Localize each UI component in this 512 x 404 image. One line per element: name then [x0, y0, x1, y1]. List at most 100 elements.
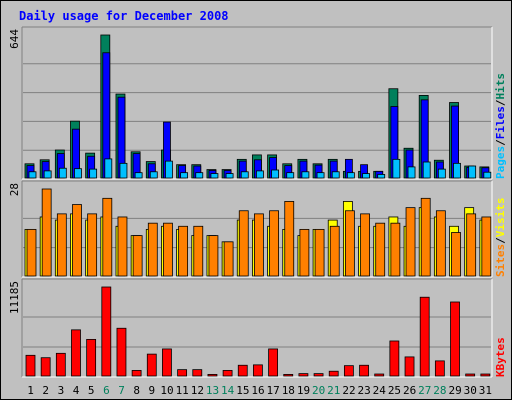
x-tick-label-14: 14	[221, 384, 235, 397]
bar-pages-22	[346, 172, 355, 179]
x-tick-label-26: 26	[403, 384, 416, 397]
bar-kbytes-9	[146, 353, 157, 377]
bar-kbytes-22	[343, 365, 354, 377]
legend-pages: Pages	[494, 146, 507, 179]
x-tick-label-21: 21	[327, 384, 340, 397]
bar-pages-10	[165, 160, 173, 179]
bar-pages-30	[468, 165, 477, 179]
bar-sites-13	[208, 235, 219, 277]
bar-sites-25	[390, 222, 401, 277]
bar-sites-30	[466, 213, 477, 277]
bar-kbytes-1	[25, 354, 36, 377]
bar-kbytes-4	[71, 329, 81, 377]
legend-separator: /	[494, 139, 507, 146]
bar-pages-11	[180, 172, 189, 179]
bar-pages-18	[286, 172, 295, 179]
x-tick-label-18: 18	[282, 384, 295, 397]
bar-kbytes-27	[419, 296, 430, 377]
bar-sites-21	[329, 225, 340, 277]
bar-sites-29	[451, 232, 461, 277]
x-tick-label-2: 2	[42, 384, 49, 397]
x-tick-label-28: 28	[433, 384, 446, 397]
bar-pages-14	[225, 173, 234, 179]
bar-pages-29	[453, 162, 461, 179]
bar-pages-23	[362, 173, 370, 179]
x-tick-label-7: 7	[118, 384, 125, 397]
bar-pages-21	[331, 171, 340, 179]
x-tick-label-24: 24	[373, 384, 387, 397]
bar-kbytes-28	[434, 360, 445, 377]
bar-sites-15	[238, 210, 249, 277]
bar-pages-4	[74, 168, 82, 179]
bar-kbytes-31	[480, 373, 491, 377]
legend-separator: /	[494, 237, 507, 244]
bar-sites-7	[117, 216, 128, 277]
x-tick-label-13: 13	[206, 384, 219, 397]
bar-kbytes-21	[328, 370, 339, 377]
x-tick-label-30: 30	[464, 384, 477, 397]
bar-kbytes-14	[222, 370, 233, 377]
bar-sites-2	[41, 188, 52, 277]
bar-kbytes-8	[131, 370, 142, 377]
bar-pages-17	[271, 169, 279, 179]
bar-pages-12	[195, 172, 204, 179]
bar-sites-14	[223, 241, 234, 277]
bar-sites-4	[72, 204, 82, 277]
bar-kbytes-19	[298, 373, 309, 377]
bar-pages-3	[58, 167, 67, 179]
bar-kbytes-29	[450, 301, 460, 377]
bar-pages-24	[377, 174, 386, 179]
x-tick-label-25: 25	[388, 384, 401, 397]
bar-sites-11	[178, 225, 189, 277]
bar-kbytes-26	[404, 356, 415, 377]
x-tick-label-17: 17	[267, 384, 280, 397]
bar-kbytes-10	[162, 348, 172, 377]
x-tick-label-15: 15	[236, 384, 249, 397]
bar-kbytes-12	[192, 369, 203, 377]
bar-kbytes-18	[283, 374, 294, 377]
x-tick-label-3: 3	[58, 384, 65, 397]
max-value-label: 28	[8, 183, 21, 196]
legend-sites: Sites	[494, 244, 507, 277]
legend-bottom: KBytes	[494, 337, 507, 377]
legend-visits: Visits	[494, 198, 507, 238]
legend-separator: /	[494, 99, 507, 106]
bar-sites-6	[102, 197, 113, 277]
bar-sites-26	[405, 207, 416, 277]
bar-sites-3	[56, 213, 67, 277]
bar-pages-26	[407, 166, 416, 179]
bar-pages-5	[89, 168, 98, 179]
bar-pages-9	[149, 171, 158, 179]
bar-kbytes-7	[116, 327, 127, 377]
bar-pages-7	[119, 162, 128, 179]
bar-pages-20	[316, 172, 325, 179]
x-tick-label-31: 31	[479, 384, 492, 397]
legend-hits: Hits	[494, 73, 507, 100]
bar-sites-10	[163, 222, 173, 277]
bar-sites-19	[299, 228, 310, 277]
x-tick-label-8: 8	[133, 384, 140, 397]
bar-sites-24	[375, 222, 386, 277]
bar-kbytes-24	[374, 373, 385, 377]
bar-pages-25	[392, 158, 401, 179]
bar-kbytes-25	[389, 340, 400, 377]
bar-pages-15	[240, 171, 249, 179]
x-tick-label-4: 4	[73, 384, 80, 397]
bar-kbytes-6	[101, 286, 112, 377]
bar-kbytes-16	[253, 364, 263, 377]
max-value-label: 11185	[8, 281, 21, 314]
bar-sites-31	[481, 216, 492, 277]
bar-pages-13	[210, 173, 219, 179]
bar-kbytes-2	[40, 357, 51, 377]
bar-kbytes-20	[313, 373, 324, 377]
bar-sites-17	[269, 210, 279, 277]
max-value-label: 644	[8, 29, 21, 49]
bar-kbytes-3	[55, 352, 66, 377]
bar-sites-22	[344, 210, 355, 277]
bar-pages-31	[483, 171, 492, 179]
bar-sites-8	[132, 235, 143, 277]
bar-pages-1	[28, 171, 37, 179]
